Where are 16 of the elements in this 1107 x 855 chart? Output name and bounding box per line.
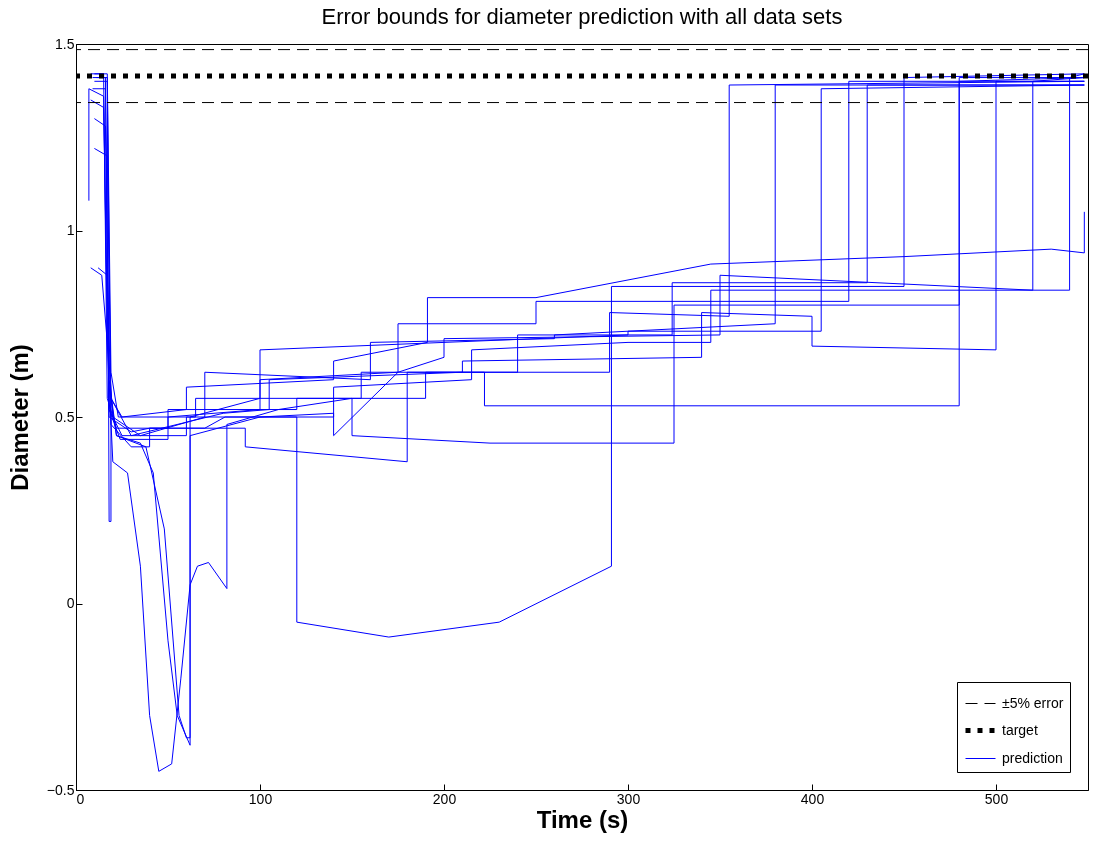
x-tick-label: 100: [248, 790, 273, 807]
legend-label: ±5% error: [1002, 694, 1064, 711]
x-tick-label: 300: [616, 790, 641, 807]
x-tick-label: 200: [432, 790, 457, 807]
chart-title: Error bounds for diameter prediction with all data sets: [321, 4, 843, 29]
y-tick-label: 0: [66, 595, 75, 611]
y-tick-label: 0.5: [55, 408, 75, 425]
y-axis-title: Diameter (m): [5, 344, 33, 491]
x-axis-title: Time (s): [536, 805, 629, 833]
y-tick-label: −0.5: [46, 781, 75, 798]
y-tick-label: 1: [66, 222, 75, 238]
x-tick-label: 500: [984, 790, 1009, 807]
y-tick-label: 1.5: [55, 35, 75, 52]
legend-label: target: [1002, 721, 1038, 738]
legend-label: prediction: [1002, 749, 1063, 766]
x-tick-label: 400: [800, 790, 825, 807]
